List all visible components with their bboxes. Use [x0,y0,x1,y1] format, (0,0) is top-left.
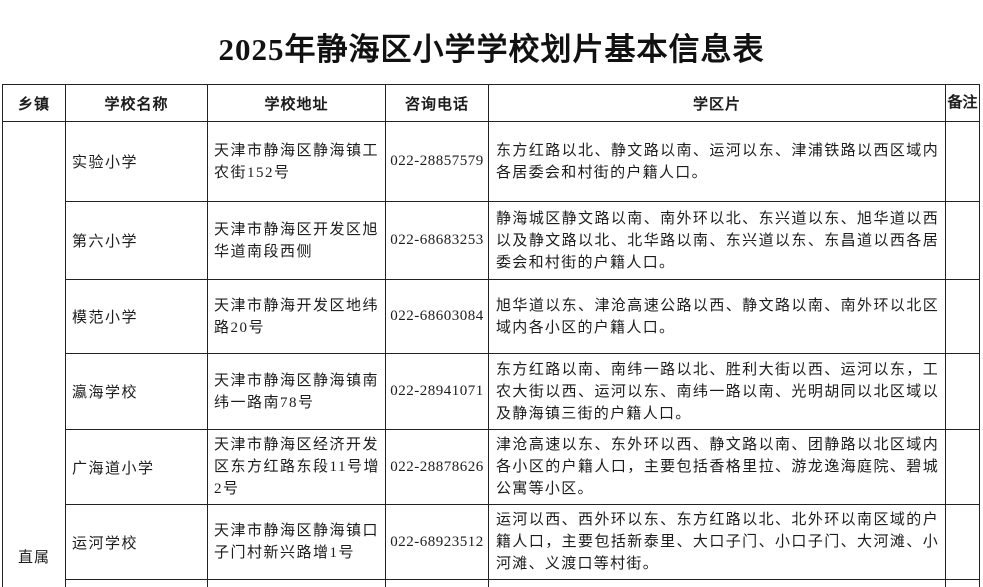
school-district: 津沧高速以东、东外环以西、静文路以南、团静路以北区域内各小区的户籍人口，主要包括… [488,429,946,505]
school-phone: 022-28941071 [385,353,489,430]
document-title: 2025年静海区小学学校划片基本信息表 [218,32,765,67]
table-row: 直属 实验小学 天津市静海区静海镇工农街152号 022-28857579 东方… [2,121,980,587]
township-label: 直属 [17,550,50,566]
header-township: 乡镇 [2,84,66,122]
table-row: 模范小学 天津市静海开发区地纬路20号 022-68603084 旭华道以东、津… [3,279,980,354]
school-address: 天津市静海区经济开发区东方红路东段11号增2号 [207,429,386,505]
school-address: 天津市静海区静海镇口子门村新兴路增1号 [207,504,386,580]
table-header-row: 乡镇 学校名称 学校地址 咨询电话 学区片 备注 [2,84,980,122]
empty-cell [207,579,386,587]
school-district: 旭华道以东、津沧高速公路以西、静文路以南、南外环以北区域内各小区的户籍人口。 [488,279,946,354]
header-phone: 咨询电话 [385,84,489,122]
table-row: 瀛海学校 天津市静海区静海镇南纬一路南78号 022-28941071 东方红路… [3,353,980,430]
header-school-name: 学校名称 [65,84,208,122]
school-phone: 022-28857579 [385,121,489,202]
township-cell: 直属 [2,121,66,587]
school-info-table: 乡镇 学校名称 学校地址 咨询电话 学区片 备注 直属 实验小学 天津市静海区静… [2,84,980,587]
school-district: 运河以西、西外环以东、东方红路以北、北外环以南区域的户籍人口，主要包括新泰里、大… [488,504,946,580]
header-district: 学区片 [488,84,946,122]
school-phone: 022-68923512 [385,504,489,580]
school-phone: 022-68603084 [385,279,489,354]
header-school-address: 学校地址 [207,84,386,122]
header-note: 备注 [945,84,980,122]
school-address: 天津市静海开发区地纬路20号 [207,279,386,354]
school-name: 瀛海学校 [65,353,208,430]
table-row-partial [3,579,980,587]
school-address: 天津市静海区静海镇工农街152号 [207,121,386,202]
empty-cell [385,579,489,587]
note-cell [945,279,980,354]
school-phone: 022-68683253 [385,201,489,280]
table-row: 广海道小学 天津市静海区经济开发区东方红路东段11号增2号 022-288786… [3,429,980,505]
school-district: 静海城区静文路以南、南外环以北、东兴道以东、旭华道以西以及静文路以北、北华路以南… [488,201,946,280]
note-cell [945,429,980,505]
school-district: 东方红路以北、静文路以南、运河以东、津浦铁路以西区域内各居委会和村街的户籍人口。 [488,121,946,202]
school-phone: 022-28878626 [385,429,489,505]
note-cell [945,121,980,202]
school-name: 运河学校 [65,504,208,580]
note-cell [945,201,980,280]
school-district: 东方红路以南、南纬一路以北、胜利大街以西、运河以东，工农大街以西、运河以东、南纬… [488,353,946,430]
empty-cell [65,579,208,587]
table-row: 运河学校 天津市静海区静海镇口子门村新兴路增1号 022-68923512 运河… [3,504,980,580]
table-row: 第六小学 天津市静海区开发区旭华道南段西侧 022-68683253 静海城区静… [3,201,980,280]
note-cell [945,353,980,430]
school-name: 第六小学 [65,201,208,280]
school-address: 天津市静海区静海镇南纬一路南78号 [207,353,386,430]
empty-cell [945,579,980,587]
note-cell [945,504,980,580]
school-name: 实验小学 [65,121,208,202]
school-address: 天津市静海区开发区旭华道南段西侧 [207,201,386,280]
school-name: 模范小学 [65,279,208,354]
empty-cell [488,579,946,587]
school-name: 广海道小学 [65,429,208,505]
